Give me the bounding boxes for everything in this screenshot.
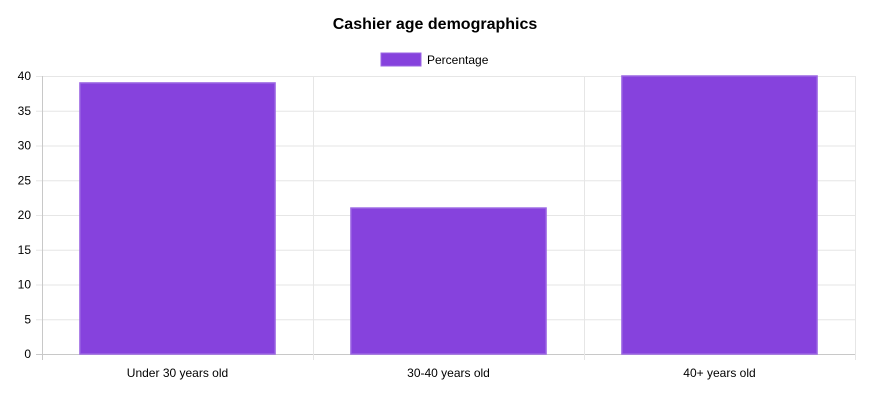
y-axis: 0 5 10 15 20 25 30 35 40 bbox=[18, 69, 32, 361]
y-tick-label: 0 bbox=[24, 347, 31, 361]
y-tick-label: 35 bbox=[18, 104, 32, 118]
y-tick-label: 15 bbox=[18, 243, 32, 257]
x-tick-label: Under 30 years old bbox=[127, 366, 228, 380]
legend-swatch bbox=[380, 52, 422, 67]
bar[interactable] bbox=[350, 207, 547, 355]
bar[interactable] bbox=[79, 82, 276, 355]
legend[interactable]: Percentage bbox=[380, 52, 489, 67]
y-tick-label: 25 bbox=[18, 173, 32, 187]
y-tick-label: 10 bbox=[18, 278, 32, 292]
bars bbox=[79, 75, 818, 355]
y-tick-label: 30 bbox=[18, 139, 32, 153]
y-tick-label: 5 bbox=[24, 312, 31, 326]
bar[interactable] bbox=[621, 75, 818, 355]
x-tick-label: 40+ years old bbox=[683, 366, 755, 380]
x-tick-label: 30-40 years old bbox=[407, 366, 490, 380]
x-axis: Under 30 years old 30-40 years old 40+ yea… bbox=[127, 366, 756, 380]
legend-label: Percentage bbox=[427, 53, 489, 67]
chart-title: Cashier age demographics bbox=[333, 16, 538, 33]
y-tick-label: 20 bbox=[18, 208, 32, 222]
y-tick-label: 40 bbox=[18, 69, 32, 83]
